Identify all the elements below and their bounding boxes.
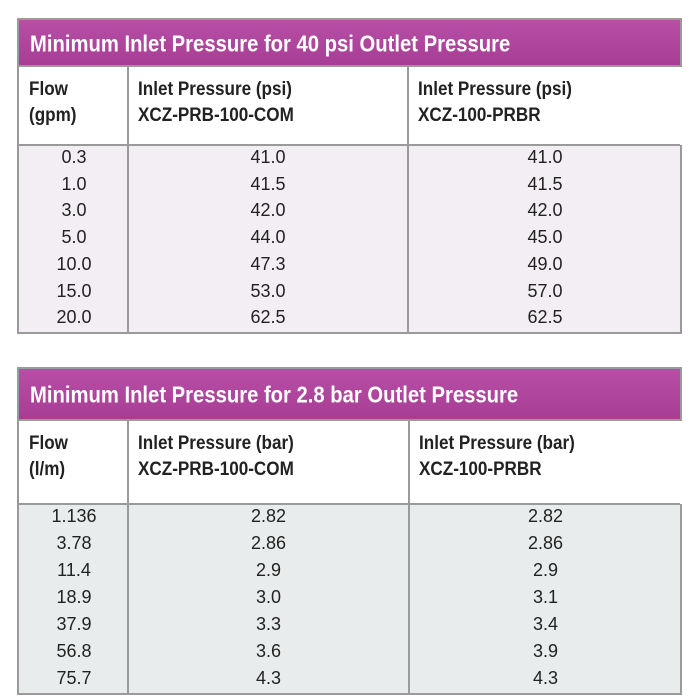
cell-value: 75.7: [56, 668, 92, 688]
cell-value: 3.0: [255, 587, 282, 607]
title-text: Minimum Inlet Pressure for 2.8 bar Outle…: [30, 381, 519, 408]
title-text: Minimum Inlet Pressure for 40 psi Outlet…: [30, 30, 511, 56]
header-line: Inlet Pressure (bar): [419, 433, 575, 454]
cell-value: 0.3: [61, 147, 87, 167]
header-line: (gpm): [29, 105, 77, 126]
header-line: Inlet Pressure (psi): [138, 79, 292, 100]
cell-value: 4.3: [255, 668, 282, 688]
cell-value: 42.0: [527, 200, 563, 221]
cell-value: 18.9: [56, 587, 92, 607]
header-line: Flow: [29, 433, 68, 454]
cell-value: 3.9: [532, 641, 559, 661]
header-line: Inlet Pressure (bar): [138, 433, 294, 454]
column-header: Flow (gpm): [19, 67, 128, 145]
cell-value: 3.6: [255, 641, 282, 661]
cell-value: 41.0: [250, 147, 286, 167]
cell-value: 44.0: [250, 227, 286, 248]
cell-value: 41.5: [250, 173, 286, 194]
rule: [19, 419, 680, 421]
cell-value: 2.9: [532, 560, 559, 580]
cell-value: 3.1: [532, 587, 559, 607]
header-line: XCZ-100-PRBR: [419, 459, 542, 480]
column-rule: [407, 67, 409, 332]
cell-value: 3.0: [61, 200, 87, 221]
cell-value: 37.9: [56, 614, 92, 634]
table: Minimum Inlet Pressure for 40 psi Outlet…: [17, 18, 682, 334]
header-line: XCZ-100-PRBR: [418, 105, 541, 126]
cell-value: 3.4: [532, 614, 559, 634]
cell-value: 49.0: [527, 253, 563, 274]
cell-value: 62.5: [527, 307, 563, 328]
cell-value: 45.0: [527, 227, 563, 248]
cell-value: 2.86: [527, 533, 564, 553]
cell-value: 4.3: [532, 668, 559, 688]
cell-value: 2.82: [250, 506, 287, 526]
column-header: Inlet Pressure (psi) XCZ-100-PRBR: [408, 67, 682, 145]
table-title: Minimum Inlet Pressure for 40 psi Outlet…: [19, 20, 680, 67]
cell-value: 3.78: [56, 533, 92, 553]
header-line: Flow: [29, 79, 68, 100]
header-line: Inlet Pressure (psi): [418, 79, 572, 100]
cell-value: 11.4: [57, 560, 91, 580]
rule: [19, 144, 680, 146]
column-header: Inlet Pressure (psi) XCZ-PRB-100-COM: [128, 67, 408, 145]
cell-value: 1.0: [61, 173, 87, 194]
column-rule: [127, 67, 129, 332]
header-line: (l/m): [29, 459, 66, 480]
table-title: Minimum Inlet Pressure for 2.8 bar Outle…: [19, 369, 680, 421]
header-line: XCZ-PRB-100-COM: [138, 105, 294, 126]
column-header: Inlet Pressure (bar) XCZ-PRB-100-COM: [128, 421, 409, 504]
cell-value: 2.9: [255, 560, 282, 580]
column-rule: [127, 421, 129, 693]
cell-value: 53.0: [250, 280, 286, 301]
cell-value: 20.0: [56, 307, 92, 328]
cell-value: 10.0: [56, 253, 92, 274]
header-line: XCZ-PRB-100-COM: [138, 459, 294, 480]
table: Minimum Inlet Pressure for 2.8 bar Outle…: [17, 367, 682, 695]
cell-value: 62.5: [250, 307, 286, 328]
cell-value: 5.0: [61, 227, 87, 248]
cell-value: 42.0: [250, 200, 286, 221]
cell-value: 47.3: [250, 253, 286, 274]
cell-value: 1.136: [51, 506, 97, 526]
cell-value: 3.3: [255, 614, 282, 634]
column-header: Flow (l/m): [19, 421, 128, 504]
rule: [19, 65, 680, 67]
cell-value: 56.8: [56, 641, 92, 661]
cell-value: 15.0: [56, 280, 92, 301]
cell-value: 57.0: [527, 280, 563, 301]
cell-value: 2.82: [527, 506, 564, 526]
column-rule: [408, 421, 410, 693]
column-header: Inlet Pressure (bar) XCZ-100-PRBR: [409, 421, 682, 504]
cell-value: 41.0: [527, 147, 563, 167]
cell-value: 41.5: [527, 173, 563, 194]
cell-value: 2.86: [250, 533, 287, 553]
rule: [19, 503, 680, 505]
